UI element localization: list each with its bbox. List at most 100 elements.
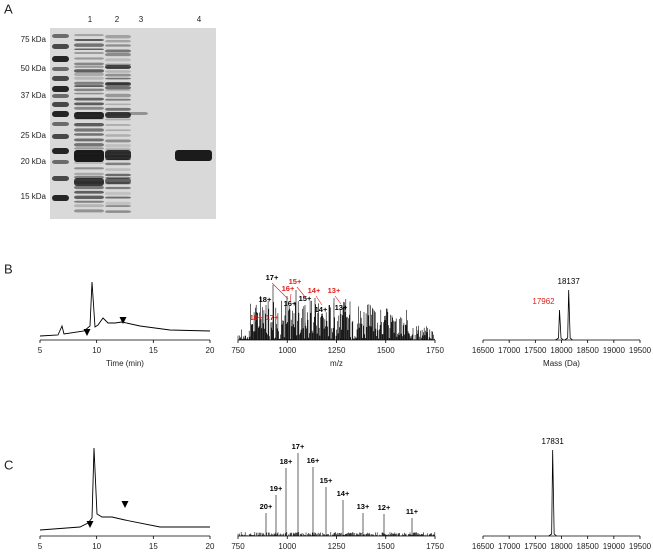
marker-label: 50 kDa [21, 64, 47, 73]
band [74, 172, 104, 176]
spectrum-trace [237, 453, 436, 536]
band [105, 196, 131, 199]
band [105, 178, 131, 184]
band [74, 69, 104, 73]
band [74, 52, 104, 54]
marker-label: 37 kDa [21, 91, 47, 100]
band [74, 143, 104, 147]
band [74, 178, 104, 186]
band [105, 191, 131, 196]
charge-label: 20+ [260, 502, 273, 511]
band [52, 44, 69, 49]
band [74, 81, 104, 85]
x-axis-label: Time (min) [106, 359, 144, 368]
band [105, 107, 131, 111]
chromatogram-trace [39, 447, 210, 531]
band [74, 147, 104, 150]
band [105, 112, 131, 118]
band [74, 57, 104, 60]
x-tick-label: 750 [231, 346, 245, 355]
band [105, 39, 131, 43]
arrowhead [86, 521, 94, 528]
band [74, 34, 104, 37]
band [105, 82, 131, 85]
x-tick-label: 1250 [328, 346, 346, 355]
band [74, 128, 104, 132]
peak-label: 18137 [558, 277, 581, 286]
charge-label: 14+ [308, 286, 321, 295]
band [105, 144, 131, 148]
peak-label: 17962 [532, 297, 555, 306]
chromatogram-trace [39, 281, 211, 337]
band [74, 200, 104, 203]
charge-label: 11+ [406, 507, 419, 516]
band [105, 89, 131, 92]
charge-label: 17+ [266, 273, 279, 282]
band [105, 134, 131, 137]
band [105, 73, 131, 77]
x-tick-label: 19000 [603, 542, 626, 551]
x-tick-label: 15 [149, 346, 158, 355]
x-tick-label: 1250 [328, 542, 346, 551]
band [52, 160, 69, 164]
x-tick-label: 19000 [603, 346, 626, 355]
x-tick-label: 18000 [550, 542, 573, 551]
charge-label: 14+ [337, 489, 350, 498]
marker-label: 15 kDa [21, 192, 47, 201]
panel-label: C [4, 457, 13, 472]
band [105, 173, 131, 177]
x-tick-label: 16500 [472, 346, 495, 355]
charge-label: 17+ [292, 442, 305, 451]
band [52, 148, 69, 154]
band [128, 112, 148, 115]
band [52, 111, 69, 117]
x-tick-label: 1500 [377, 346, 395, 355]
band [105, 53, 131, 57]
band [74, 209, 104, 213]
band [105, 86, 131, 90]
band [74, 72, 104, 76]
band [105, 93, 131, 98]
x-tick-label: 18000 [550, 346, 573, 355]
band [105, 77, 131, 80]
band [74, 92, 104, 95]
charge-label: 16+ [282, 284, 295, 293]
band [105, 168, 131, 171]
band [105, 58, 131, 62]
leader-line [315, 295, 323, 306]
band [52, 56, 69, 62]
charge-label: 12+ [378, 503, 391, 512]
x-tick-label: 17500 [524, 542, 547, 551]
x-tick-label: 19500 [629, 346, 652, 355]
band [52, 134, 69, 139]
band [105, 65, 131, 69]
band [52, 86, 69, 92]
band [74, 185, 104, 190]
leader-line [271, 282, 289, 300]
charge-label: 13+ [357, 502, 370, 511]
band [175, 150, 212, 161]
band [74, 65, 104, 68]
band [105, 118, 131, 121]
charge-label: 15+ [320, 476, 333, 485]
panel-label: A [4, 1, 13, 16]
band [105, 49, 131, 53]
peak [548, 449, 557, 537]
arrowhead [119, 317, 127, 324]
band [74, 167, 104, 170]
peak [564, 289, 573, 341]
band [52, 67, 69, 71]
band [105, 150, 131, 160]
peak-label: 17831 [542, 437, 565, 446]
marker-label: 20 kDa [21, 157, 47, 166]
band [105, 210, 131, 213]
charge-label: 18+ [250, 313, 263, 322]
band [52, 102, 69, 107]
band [74, 43, 104, 47]
band [105, 148, 131, 150]
x-tick-label: 1000 [278, 542, 296, 551]
x-tick-label: 19500 [629, 542, 652, 551]
band [74, 48, 104, 51]
band [105, 129, 131, 132]
band [74, 161, 104, 164]
